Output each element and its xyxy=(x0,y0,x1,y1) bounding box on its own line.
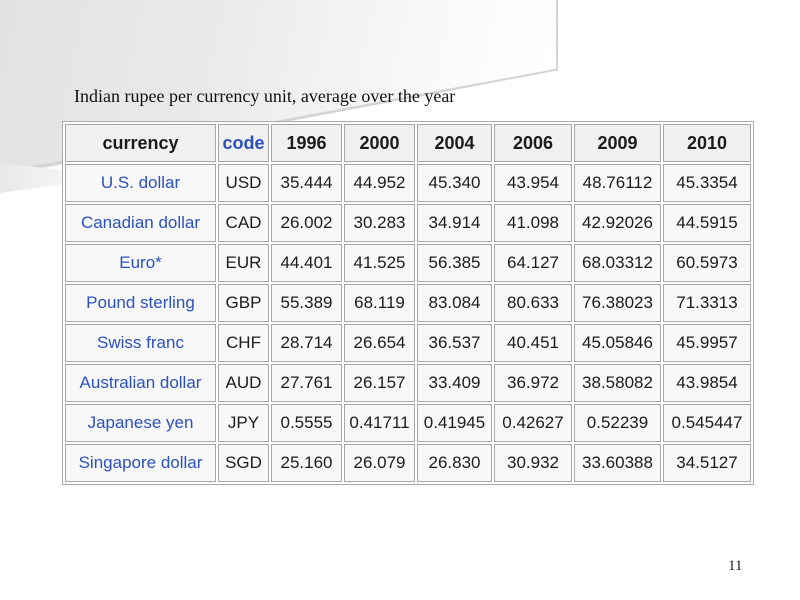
rate-value: 0.41711 xyxy=(344,404,415,442)
rate-value: 34.914 xyxy=(417,204,492,242)
rate-value: 34.5127 xyxy=(663,444,751,482)
rate-value: 25.160 xyxy=(271,444,342,482)
rate-value: 45.9957 xyxy=(663,324,751,362)
column-header-2009: 2009 xyxy=(574,124,661,162)
currency-code: AUD xyxy=(218,364,269,402)
currency-code: CHF xyxy=(218,324,269,362)
rate-value: 44.401 xyxy=(271,244,342,282)
rate-value: 76.38023 xyxy=(574,284,661,322)
rate-value: 56.385 xyxy=(417,244,492,282)
table-row: U.S. dollar USD 35.444 44.952 45.340 43.954 48… xyxy=(65,164,751,202)
rate-value: 43.954 xyxy=(494,164,572,202)
table-row: Australian dollar AUD 27.761 26.157 33.409 36… xyxy=(65,364,751,402)
rate-value: 40.451 xyxy=(494,324,572,362)
currency-code: GBP xyxy=(218,284,269,322)
rate-value: 41.525 xyxy=(344,244,415,282)
rate-value: 45.3354 xyxy=(663,164,751,202)
currency-name-link[interactable]: Singapore dollar xyxy=(65,444,216,482)
rate-value: 0.5555 xyxy=(271,404,342,442)
currency-name-link[interactable]: U.S. dollar xyxy=(65,164,216,202)
rate-value: 27.761 xyxy=(271,364,342,402)
rate-value: 33.60388 xyxy=(574,444,661,482)
currency-name-link[interactable]: Japanese yen xyxy=(65,404,216,442)
currency-code: SGD xyxy=(218,444,269,482)
rate-value: 33.409 xyxy=(417,364,492,402)
currency-name-link[interactable]: Swiss franc xyxy=(65,324,216,362)
table-body: U.S. dollar USD 35.444 44.952 45.340 43.954 48… xyxy=(65,164,751,482)
currency-rates-table: currency code 1996 2000 2004 2006 2009 2010 U.S… xyxy=(62,121,754,485)
currency-table-container: currency code 1996 2000 2004 2006 2009 2010 U.S… xyxy=(62,121,754,485)
rate-value: 48.76112 xyxy=(574,164,661,202)
rate-value: 42.92026 xyxy=(574,204,661,242)
rate-value: 43.9854 xyxy=(663,364,751,402)
rate-value: 0.545447 xyxy=(663,404,751,442)
rate-value: 44.5915 xyxy=(663,204,751,242)
header-row: currency code 1996 2000 2004 2006 2009 2010 xyxy=(65,124,751,162)
column-header-2006: 2006 xyxy=(494,124,572,162)
rate-value: 71.3313 xyxy=(663,284,751,322)
rate-value: 35.444 xyxy=(271,164,342,202)
table-row: Japanese yen JPY 0.5555 0.41711 0.41945 0.426… xyxy=(65,404,751,442)
table-row: Euro* EUR 44.401 41.525 56.385 64.127 68.03312… xyxy=(65,244,751,282)
rate-value: 55.389 xyxy=(271,284,342,322)
column-header-1996: 1996 xyxy=(271,124,342,162)
slide-title: Indian rupee per currency unit, average … xyxy=(74,86,456,106)
currency-code: USD xyxy=(218,164,269,202)
table-row: Pound sterling GBP 55.389 68.119 83.084 80.63… xyxy=(65,284,751,322)
rate-value: 26.002 xyxy=(271,204,342,242)
rate-value: 26.830 xyxy=(417,444,492,482)
rate-value: 38.58082 xyxy=(574,364,661,402)
rate-value: 45.340 xyxy=(417,164,492,202)
column-header-2004: 2004 xyxy=(417,124,492,162)
rate-value: 0.41945 xyxy=(417,404,492,442)
column-header-currency: currency xyxy=(65,124,216,162)
rate-value: 68.03312 xyxy=(574,244,661,282)
currency-code: CAD xyxy=(218,204,269,242)
rate-value: 28.714 xyxy=(271,324,342,362)
table-row: Singapore dollar SGD 25.160 26.079 26.830 30.… xyxy=(65,444,751,482)
rate-value: 60.5973 xyxy=(663,244,751,282)
page-number: 11 xyxy=(728,558,743,574)
currency-name-link[interactable]: Australian dollar xyxy=(65,364,216,402)
rate-value: 36.537 xyxy=(417,324,492,362)
currency-name-link[interactable]: Euro* xyxy=(65,244,216,282)
rate-value: 44.952 xyxy=(344,164,415,202)
rate-value: 41.098 xyxy=(494,204,572,242)
rate-value: 36.972 xyxy=(494,364,572,402)
rate-value: 80.633 xyxy=(494,284,572,322)
rate-value: 45.05846 xyxy=(574,324,661,362)
rate-value: 83.084 xyxy=(417,284,492,322)
table-row: Swiss franc CHF 28.714 26.654 36.537 40.451 45… xyxy=(65,324,751,362)
rate-value: 0.42627 xyxy=(494,404,572,442)
column-header-code[interactable]: code xyxy=(218,124,269,162)
rate-value: 26.157 xyxy=(344,364,415,402)
rate-value: 26.079 xyxy=(344,444,415,482)
rate-value: 26.654 xyxy=(344,324,415,362)
table-row: Canadian dollar CAD 26.002 30.283 34.914 41.0… xyxy=(65,204,751,242)
rate-value: 0.52239 xyxy=(574,404,661,442)
currency-name-link[interactable]: Pound sterling xyxy=(65,284,216,322)
currency-name-link[interactable]: Canadian dollar xyxy=(65,204,216,242)
currency-code: EUR xyxy=(218,244,269,282)
rate-value: 30.932 xyxy=(494,444,572,482)
column-header-2010: 2010 xyxy=(663,124,751,162)
rate-value: 30.283 xyxy=(344,204,415,242)
rate-value: 68.119 xyxy=(344,284,415,322)
currency-code: JPY xyxy=(218,404,269,442)
column-header-2000: 2000 xyxy=(344,124,415,162)
rate-value: 64.127 xyxy=(494,244,572,282)
